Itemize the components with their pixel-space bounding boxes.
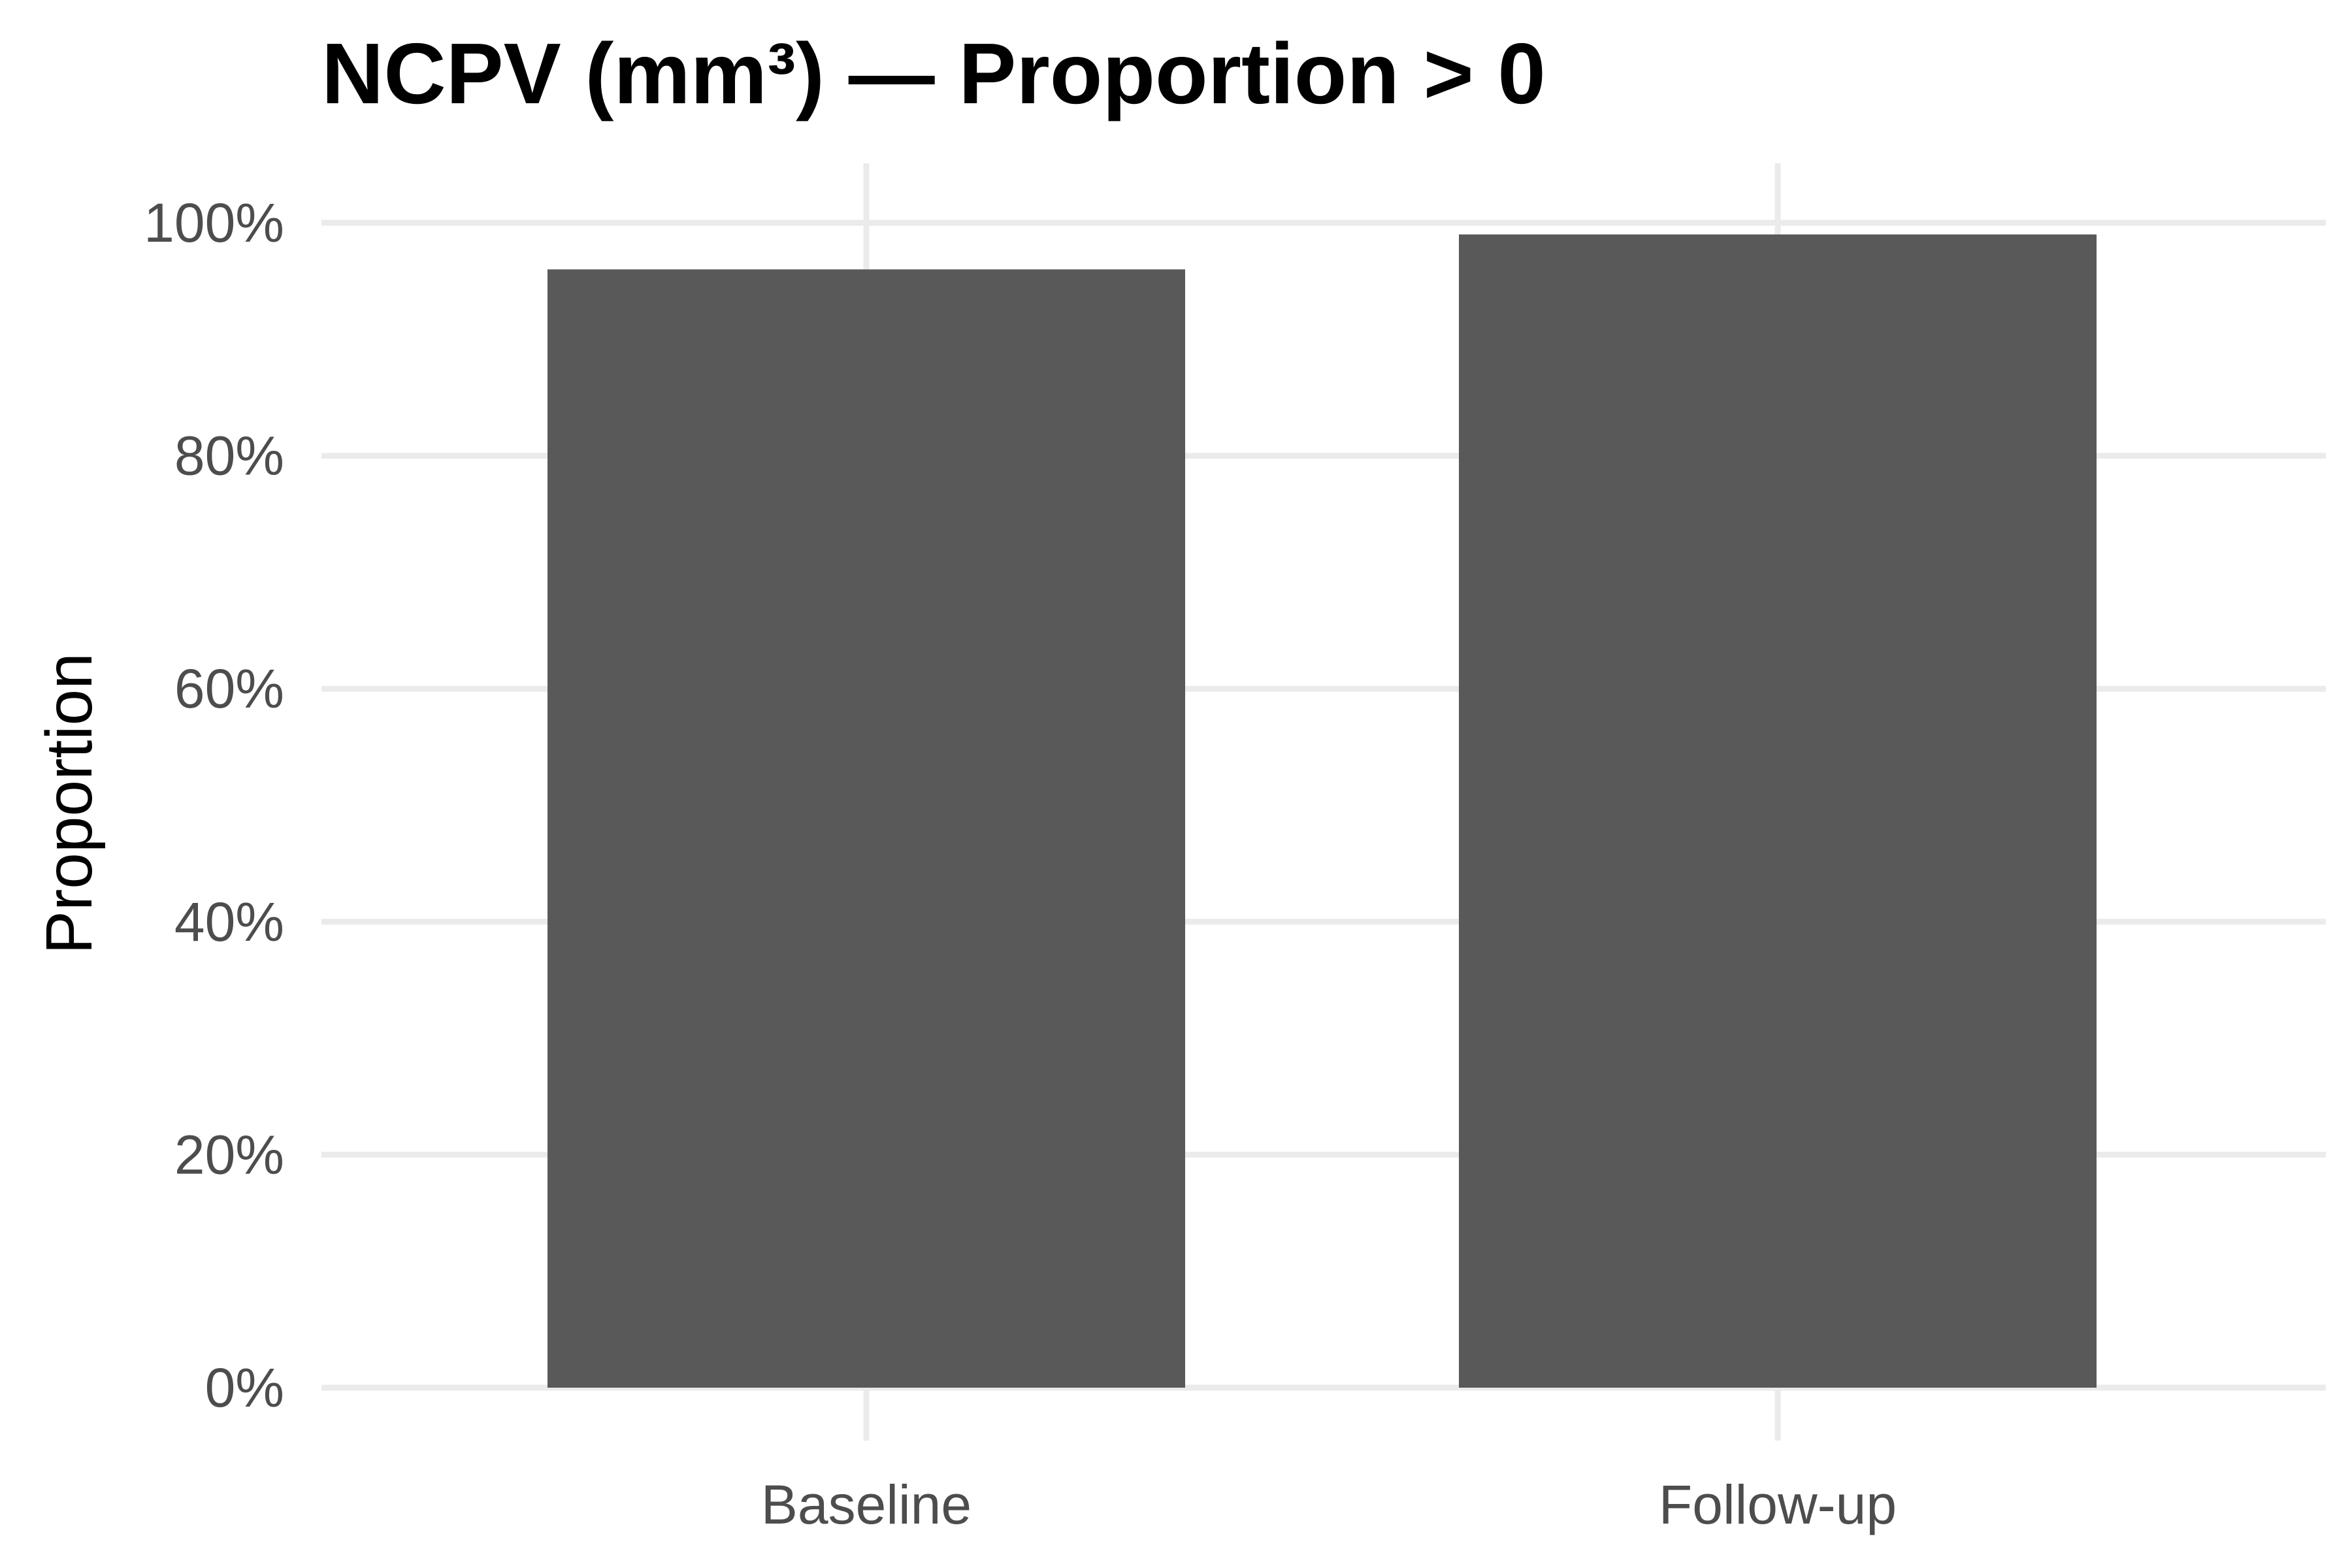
bar <box>547 269 1185 1388</box>
x-tick-label: Baseline <box>761 1474 972 1535</box>
y-tick-label: 40% <box>174 891 284 953</box>
y-tick-label: 0% <box>205 1357 284 1418</box>
y-axis-label: Proportion <box>33 653 106 954</box>
y-tick-label: 80% <box>174 425 284 487</box>
chart-title: NCPV (mm³) — Proportion > 0 <box>321 25 1546 122</box>
y-axis-ticks: 0% 20% 40% 60% 80% 100% <box>144 192 284 1418</box>
x-tick-label: Follow-up <box>1659 1474 1897 1535</box>
x-axis-ticks: Baseline Follow-up <box>761 1474 1897 1535</box>
bar <box>1459 234 2097 1388</box>
y-tick-label: 20% <box>174 1124 284 1185</box>
bars <box>547 234 2097 1388</box>
y-tick-label: 60% <box>174 658 284 719</box>
y-tick-label: 100% <box>144 192 284 253</box>
